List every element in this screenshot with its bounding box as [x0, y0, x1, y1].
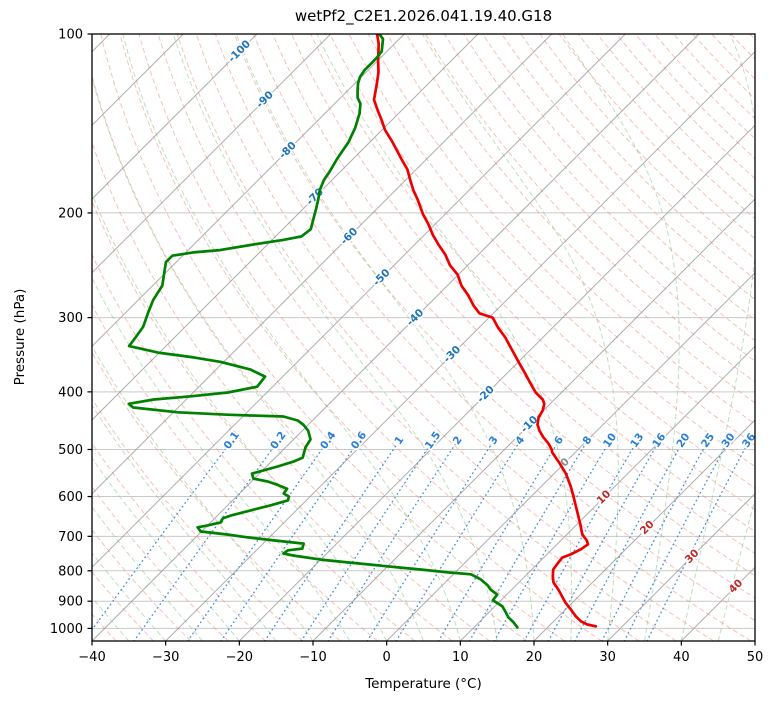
mixing-ratio-label: 0.1: [221, 429, 242, 451]
x-axis-label: Temperature (°C): [365, 676, 482, 692]
mixing-ratio-label: 3: [487, 434, 501, 447]
y-tick-label: 900: [58, 595, 83, 610]
x-tick-label: 50: [747, 650, 764, 665]
mixing-ratio-label: 30: [719, 431, 737, 450]
y-tick-label: 800: [58, 564, 83, 579]
mixing-ratio-label: 0.4: [318, 429, 339, 451]
x-tick-label: −10: [299, 650, 326, 665]
y-tick-label: 100: [58, 28, 83, 43]
x-tick-label: 10: [452, 650, 469, 665]
axis-ticks-and-labels: −40 −30 −20 −10 0 10 20 30 40 50 100 200 300 400 500 60…: [50, 28, 763, 666]
mixing-ratio-label: 0.6: [349, 429, 370, 451]
mixing-ratio-label: 2: [451, 434, 465, 447]
dewpoint-curve: [127, 34, 519, 629]
y-tick-label: 600: [58, 490, 83, 505]
y-tick-label: 500: [58, 443, 83, 458]
chart-title: wetPf2_C2E1.2026.041.19.40.G18: [294, 7, 553, 25]
mixing-ratio-label: 25: [699, 431, 717, 450]
x-tick-label: 40: [673, 650, 690, 665]
y-tick-label: 400: [58, 385, 83, 400]
y-tick-label: 200: [58, 206, 83, 221]
moist-adiabat-lines: [92, 34, 755, 641]
x-tick-label: 20: [526, 650, 543, 665]
y-tick-label: 1000: [50, 622, 83, 637]
x-tick-label: −20: [226, 650, 253, 665]
y-tick-label: 700: [58, 530, 83, 545]
mixing-ratio-label: 16: [650, 431, 668, 450]
mixing-ratio-label: 20: [674, 431, 692, 450]
y-axis-label-text: Pressure (hPa): [12, 288, 28, 386]
mixing-ratio-label: 4: [513, 434, 527, 447]
mixing-ratio-label: 10: [601, 431, 619, 450]
mixing-ratio-lines: [92, 443, 748, 641]
x-tick-label: −40: [78, 650, 105, 665]
mixing-ratio-label: 0.2: [268, 429, 289, 451]
x-tick-label: −30: [152, 650, 179, 665]
plot-area: -100-90-80-70-60-50-40-30-20-10010203040…: [92, 34, 755, 641]
y-tick-label: 300: [58, 311, 83, 326]
temperature-curve: [372, 34, 598, 628]
x-tick-label: 0: [383, 650, 391, 665]
x-tick-label: 30: [599, 650, 616, 665]
plot-border: [91, 33, 756, 642]
mixing-ratio-label: 13: [628, 431, 646, 450]
